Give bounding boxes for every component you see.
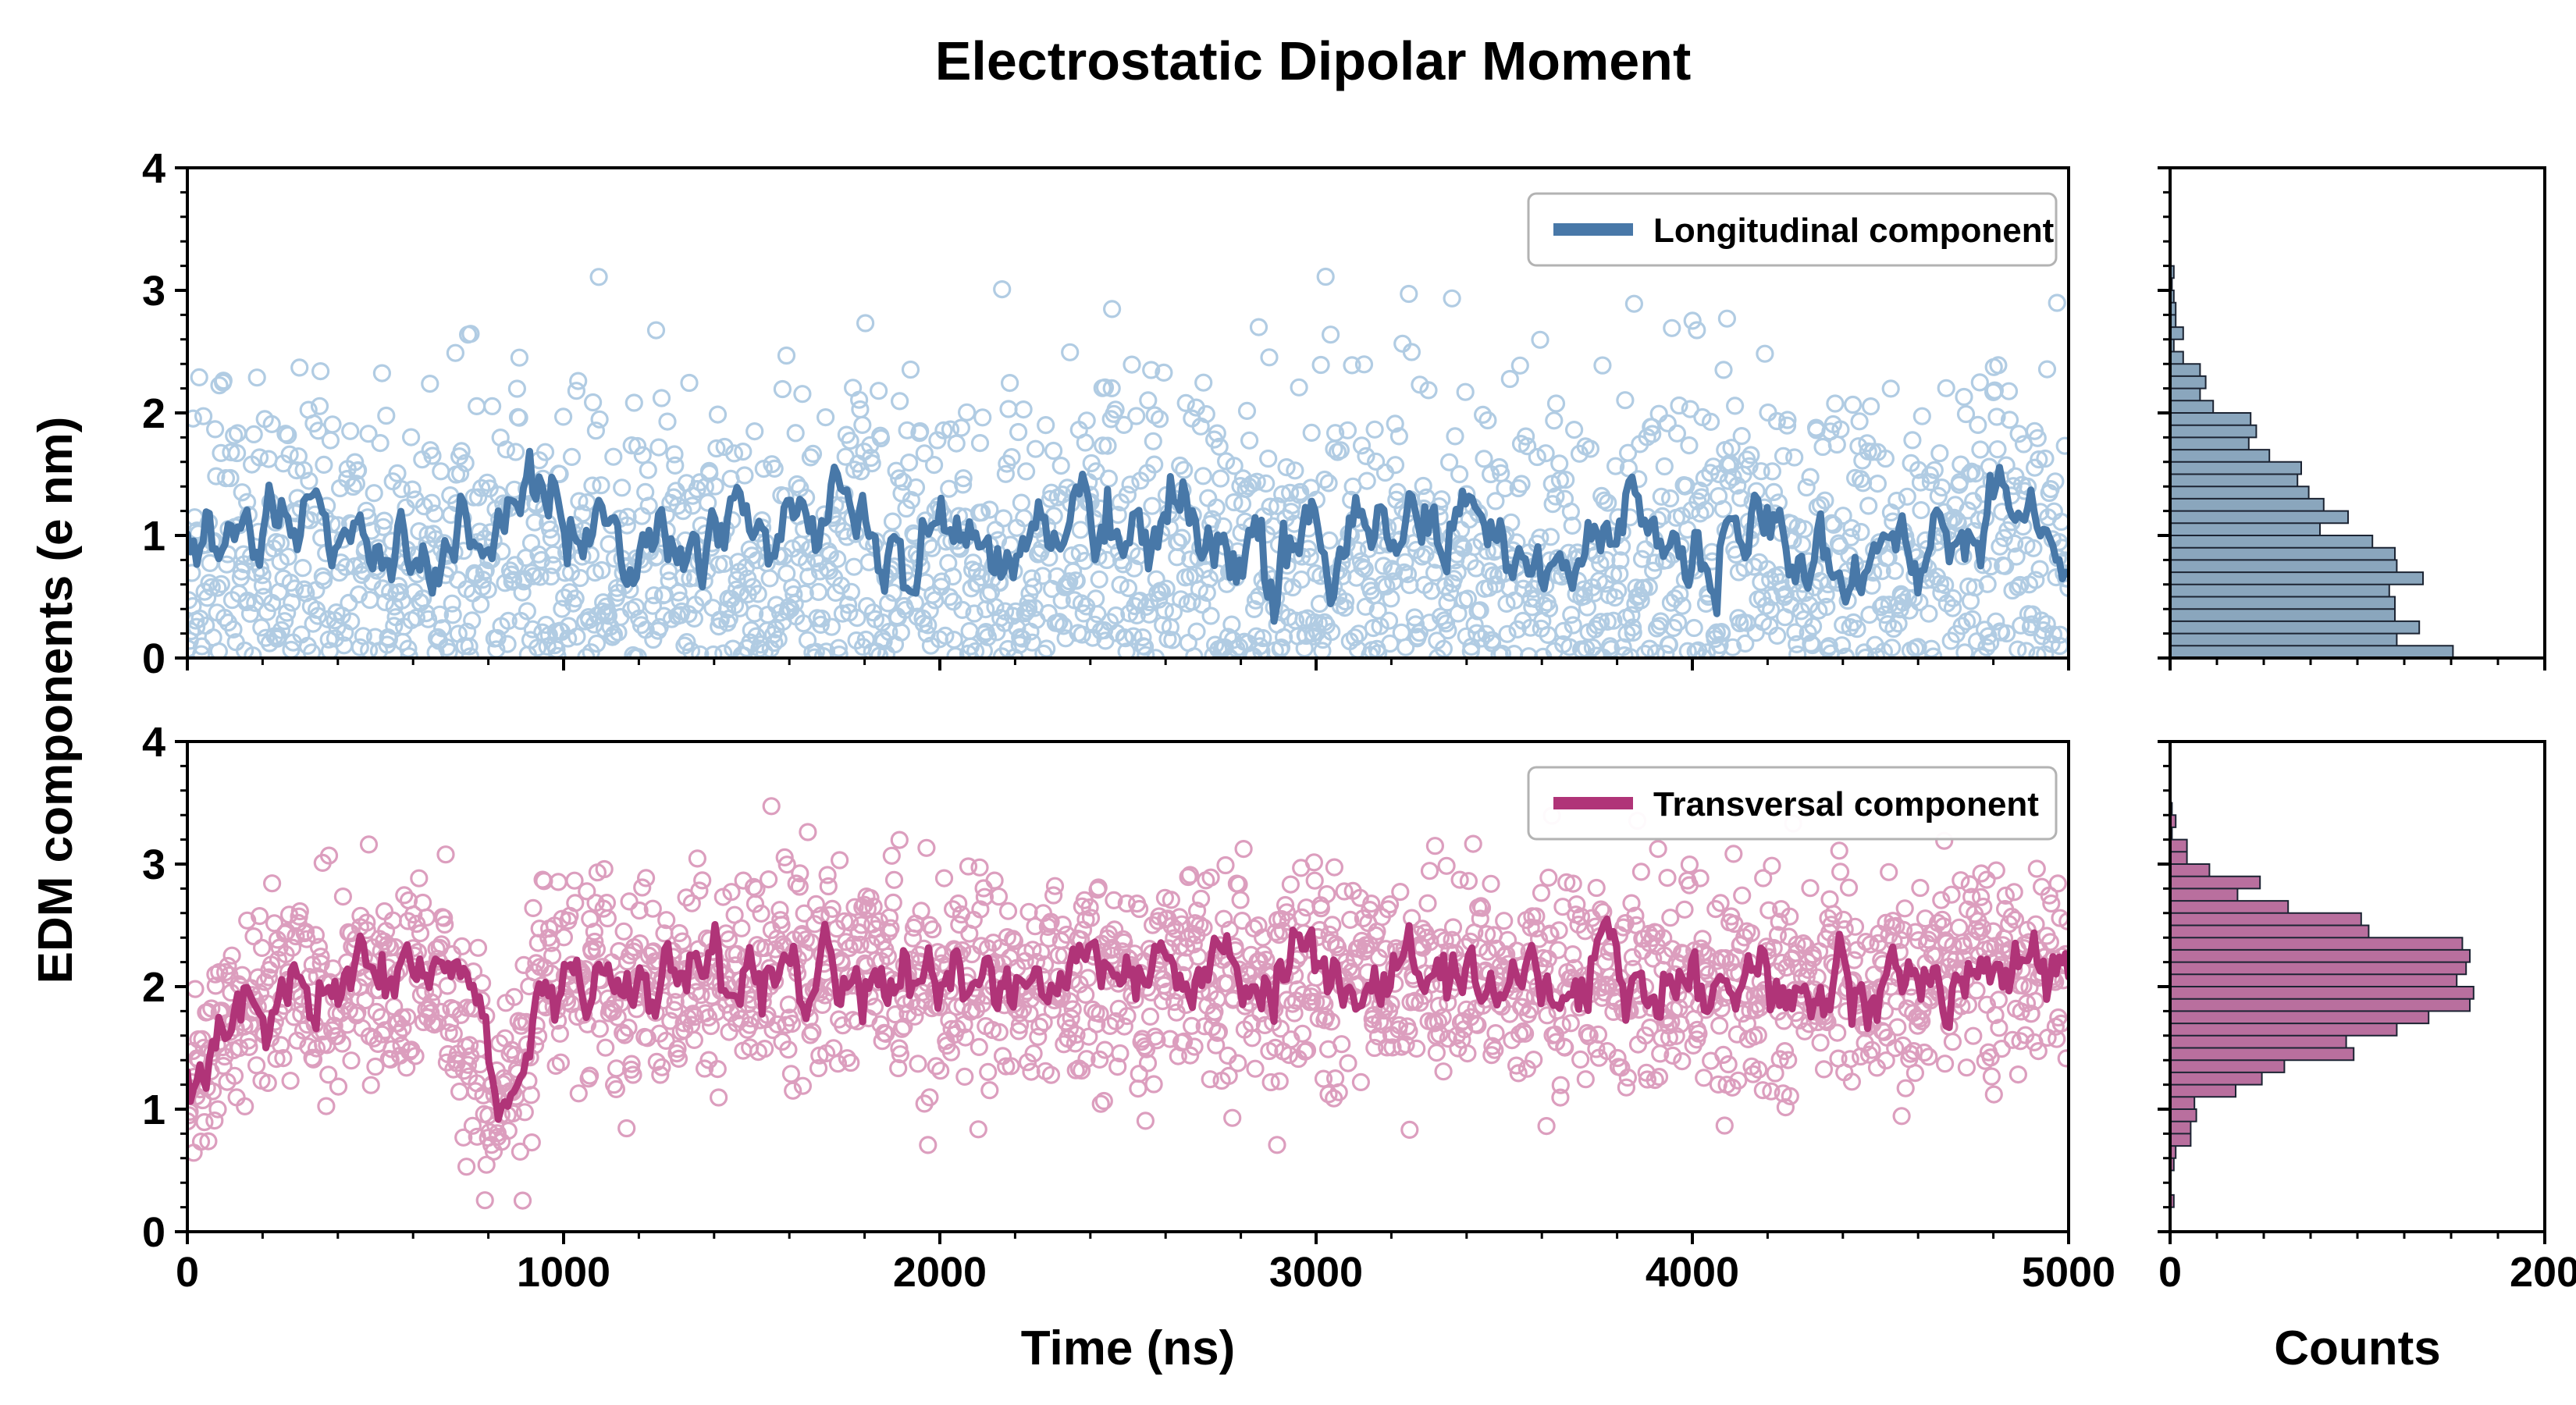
tick-label: 4000 — [1646, 1249, 1739, 1296]
chart-title: Electrostatic Dipolar Moment — [935, 30, 1692, 91]
panel-longitudinal: 0 1 2 3 4 — [142, 145, 2070, 682]
hist-panel-longitudinal — [2158, 166, 2546, 670]
transversal-histogram-bars — [2170, 802, 2475, 1208]
tick-label: 4 — [142, 145, 165, 192]
minor-tick-marks — [180, 190, 1995, 665]
transversal-mean-line — [187, 915, 2069, 1123]
legend-box — [1527, 766, 2058, 841]
legend-longitudinal: Longitudinal component — [1527, 192, 2058, 267]
major-tick-marks — [175, 740, 2070, 1244]
longitudinal-histogram-bars — [2170, 265, 2454, 658]
axes-spines — [186, 740, 2070, 1233]
tick-label: 1000 — [517, 1249, 610, 1296]
minor-tick-marks — [2163, 764, 2500, 1239]
minor-tick-marks — [2163, 190, 2500, 665]
tick-label: 0 — [176, 1249, 199, 1296]
legend-label-transversal: Transversal component — [1653, 785, 2039, 823]
tick-label: 3000 — [1269, 1249, 1363, 1296]
axes-spines — [2169, 166, 2546, 660]
axes-spines — [2169, 740, 2546, 1233]
legend-transversal: Transversal component — [1527, 766, 2058, 841]
panel-transversal: 0 1000 2000 3000 4000 5000 0 1 2 3 4 — [142, 719, 2115, 1296]
legend-box — [1527, 192, 2058, 267]
axes-spines — [186, 166, 2070, 660]
tick-label: 0 — [2158, 1249, 2182, 1296]
y-axis-label: EDM components (e nm) — [29, 417, 83, 984]
tick-label: 1 — [142, 1087, 165, 1133]
tick-label: 0 — [142, 635, 165, 682]
x-axis-label-time: Time (ns) — [1021, 1321, 1235, 1375]
tick-label: 0 — [142, 1209, 165, 1256]
major-tick-marks — [2158, 740, 2546, 1244]
hist-panel-transversal: 0 200 — [2158, 740, 2576, 1296]
tick-label: 200 — [2510, 1249, 2576, 1296]
x-axis-label-counts: Counts — [2274, 1321, 2441, 1375]
tick-label: 5000 — [2022, 1249, 2115, 1296]
major-tick-marks — [2158, 166, 2546, 670]
longitudinal-scatter-points — [187, 267, 2069, 658]
plot-panels: 0 1 2 3 4 0 1000 2000 3000 4000 5000 0 1 2 3 4 0 200 — [142, 145, 2576, 1296]
tick-label: 3 — [142, 268, 165, 315]
longitudinal-mean-line — [187, 447, 2069, 625]
legend-label-longitudinal: Longitudinal component — [1653, 212, 2055, 250]
tick-label: 1 — [142, 513, 165, 560]
tick-label: 2 — [142, 964, 165, 1011]
tick-label: 3 — [142, 841, 165, 888]
major-tick-marks — [175, 166, 2070, 670]
tick-label: 4 — [142, 719, 165, 766]
tick-label: 2000 — [893, 1249, 987, 1296]
minor-tick-marks — [180, 764, 1995, 1239]
tick-label: 2 — [142, 390, 165, 437]
